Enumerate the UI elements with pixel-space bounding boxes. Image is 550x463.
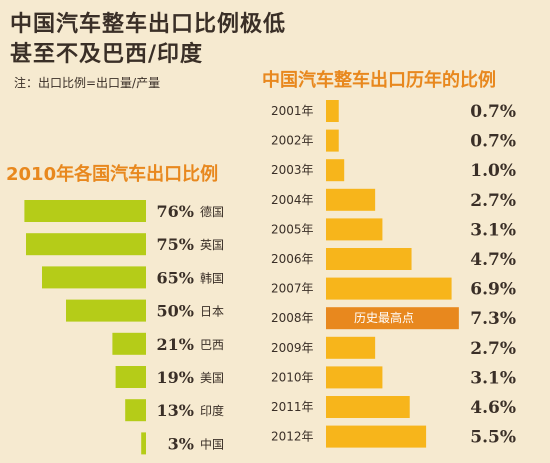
page-title: 中国汽车整车出口比例极低: [10, 12, 287, 37]
left-bar-country: 印度: [200, 403, 224, 418]
year-label: 2012年: [271, 430, 314, 444]
right-bar: [326, 248, 412, 270]
left-bar-value: 13%: [157, 401, 194, 420]
left-bar-country: 德国: [200, 204, 224, 219]
left-bar-value: 50%: [157, 302, 194, 321]
right-bar: [326, 218, 383, 241]
right-bar-value: 4.6%: [470, 398, 516, 418]
right-bar: [326, 188, 376, 211]
right-bar-value: 1.0%: [470, 161, 516, 181]
right-bar: [326, 366, 383, 389]
left-bar: [26, 233, 146, 256]
year-label: 2005年: [271, 222, 314, 236]
formula-note: 注：出口比例=出口量/产量: [14, 76, 161, 90]
year-label: 2010年: [271, 370, 314, 384]
right-bar-value: 3.1%: [470, 368, 516, 388]
left-bar-value: 21%: [157, 335, 194, 354]
page-subtitle: 甚至不及巴西/印度: [10, 42, 204, 67]
year-label: 2007年: [271, 282, 314, 296]
right-bar-value: 6.9%: [470, 280, 516, 300]
right-bar-value: 2.7%: [470, 339, 516, 359]
right-bar: [326, 277, 452, 300]
right-bar-value: 3.1%: [470, 220, 516, 240]
year-label: 2006年: [271, 252, 314, 266]
right-bar: [326, 396, 410, 418]
left-bar-value: 3%: [168, 434, 194, 453]
left-bar-country: 韩国: [200, 270, 224, 285]
year-label: 2001年: [271, 104, 314, 118]
right-bar: [326, 159, 345, 182]
right-bar-value: 7.3%: [470, 309, 516, 329]
left-bar: [141, 432, 146, 455]
left-bar: [112, 332, 146, 355]
left-bar-country: 日本: [200, 305, 224, 319]
year-label: 2008年: [271, 311, 314, 325]
right-bar: [326, 100, 339, 122]
right-bar-value: 5.5%: [470, 428, 516, 448]
left-bar: [24, 200, 146, 222]
right-bar-value: 0.7%: [470, 132, 516, 152]
left-bar: [115, 366, 146, 388]
right-bar: [326, 307, 459, 330]
right-bar: [326, 129, 339, 152]
right-chart-title: 中国汽车整车出口历年的比例: [262, 70, 496, 91]
right-bar: [326, 425, 427, 448]
year-label: 2003年: [271, 163, 314, 177]
right-bar-value: 0.7%: [470, 102, 516, 122]
right-bar: [326, 336, 376, 359]
left-chart-title: 2010年各国汽车出口比例: [6, 164, 219, 185]
year-label: 2009年: [271, 341, 314, 355]
right-bar-value: 4.7%: [470, 250, 516, 270]
left-bar-value: 75%: [157, 235, 194, 254]
year-label: 2004年: [271, 193, 314, 207]
left-bar: [42, 266, 146, 289]
right-bar-value: 2.7%: [470, 191, 516, 211]
left-bar: [66, 299, 146, 322]
left-bar: [125, 399, 146, 422]
left-bar-country: 巴西: [200, 338, 224, 352]
peak-annotation: 历史最高点: [354, 310, 414, 325]
left-bar-value: 65%: [157, 268, 194, 287]
left-bar-value: 76%: [157, 202, 194, 221]
left-bar-country: 中国: [200, 436, 224, 451]
left-bar-country: 美国: [200, 371, 224, 385]
left-bar-value: 19%: [157, 368, 194, 387]
left-bar-country: 英国: [200, 238, 224, 252]
year-label: 2002年: [271, 134, 314, 148]
year-label: 2011年: [271, 400, 314, 414]
